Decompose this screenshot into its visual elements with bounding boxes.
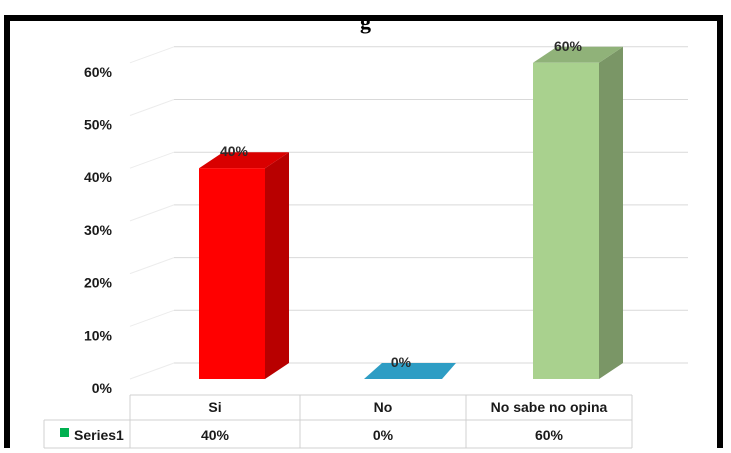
- bar-side: [265, 152, 289, 379]
- data-label: 60%: [554, 38, 583, 54]
- bar-top: [533, 46, 623, 63]
- bar: [364, 363, 456, 379]
- y-tick-label: 50%: [84, 117, 113, 133]
- gridline-side: [129, 46, 175, 64]
- gridline-side: [129, 99, 175, 116]
- data-label: 40%: [220, 143, 249, 159]
- bar: [533, 62, 599, 380]
- y-tick-label: 30%: [84, 222, 113, 238]
- y-tick-label: 10%: [84, 327, 113, 343]
- y-tick-label: 40%: [84, 169, 113, 185]
- table-value-cell: 60%: [535, 427, 564, 443]
- table-value-cell: 40%: [201, 427, 230, 443]
- table-value-cell: 0%: [373, 427, 394, 443]
- gridline-side: [129, 362, 175, 380]
- chart-title-fragment: g: [360, 9, 371, 34]
- table-header-cell: Si: [208, 399, 221, 415]
- table-header-cell: No sabe no opina: [491, 399, 608, 415]
- bar: [199, 168, 265, 379]
- bar-side: [599, 46, 623, 380]
- table-header-cell: No: [374, 399, 393, 415]
- y-tick-label: 60%: [84, 64, 113, 80]
- gridline-side: [129, 257, 175, 275]
- legend-label: Series1: [74, 427, 124, 443]
- gridline-side: [129, 309, 175, 327]
- legend-key: [60, 428, 69, 437]
- y-tick-label: 20%: [84, 275, 113, 291]
- gridline-side: [129, 151, 175, 169]
- bar-top: [199, 152, 289, 169]
- data-label: 0%: [391, 354, 412, 370]
- gridline-side: [129, 204, 175, 222]
- y-tick-label: 0%: [92, 380, 113, 396]
